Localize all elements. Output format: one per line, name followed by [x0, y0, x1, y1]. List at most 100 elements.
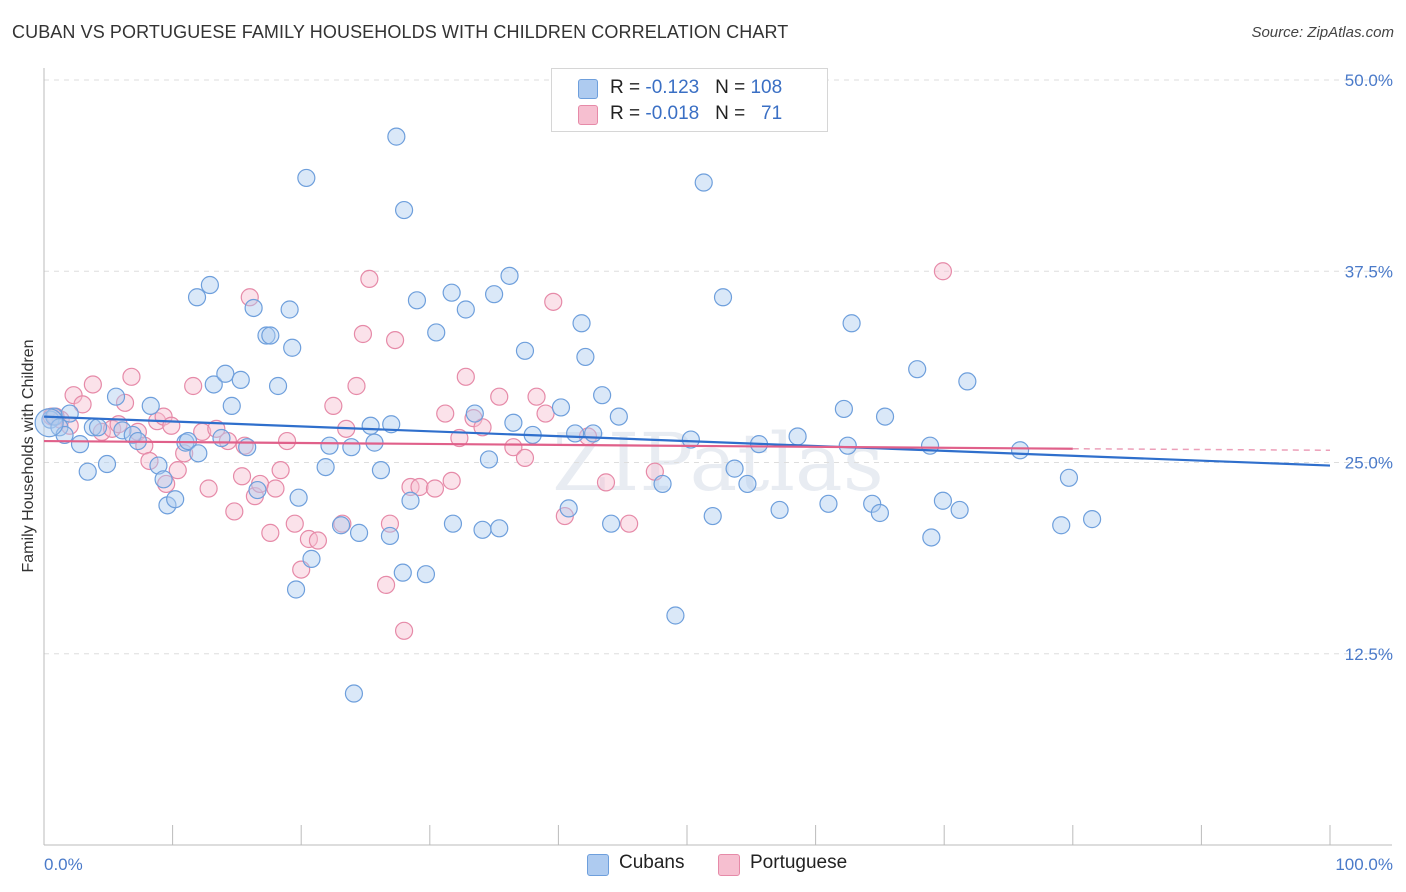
axes: [43, 68, 1392, 846]
cuban-point-23: [200, 275, 219, 295]
portuguese-point-54: [490, 387, 509, 406]
portuguese-point-38: [347, 376, 366, 396]
portuguese-point-23: [225, 502, 244, 521]
cuban-point-11: [113, 421, 132, 440]
portuguese-point-16: [168, 461, 187, 480]
portuguese-point-15: [162, 416, 181, 435]
portuguese-point-4: [83, 375, 102, 394]
portuguese-point-62: [596, 473, 616, 492]
portuguese-point-41: [376, 575, 396, 595]
cuban-point-98: [922, 528, 941, 547]
cuban-point-53: [393, 563, 412, 582]
portuguese-legend-label: Portuguese: [750, 852, 848, 873]
cuban-point-cluster: [34, 408, 64, 438]
cuban-point-5: [70, 435, 90, 454]
cuban-point-54: [401, 491, 420, 510]
cuban-point-8: [88, 418, 108, 437]
legend-row-cubans: R = -0.123 N = 108: [578, 75, 782, 101]
gridlines: [44, 79, 1392, 655]
cuban-point-44: [342, 438, 361, 457]
cuban-point-28: [231, 370, 250, 389]
portuguese-point-50: [450, 428, 469, 448]
cuban-point-78: [653, 474, 672, 494]
portuguese-point-51: [456, 367, 475, 386]
r-value: -0.123: [645, 77, 700, 98]
cuban-point-90: [834, 399, 853, 419]
cuban-point-10: [106, 387, 126, 406]
cuban-point-4: [60, 404, 79, 423]
cuban-point-51: [387, 127, 406, 146]
r-label: R =: [610, 77, 646, 98]
cuban-point-83: [713, 288, 733, 307]
cuban-point-35: [280, 300, 299, 319]
portuguese-point-48: [436, 404, 455, 423]
cuban-point-80: [681, 430, 700, 449]
cuban-point-66: [500, 266, 519, 285]
cuban-point-93: [863, 494, 882, 513]
cuban-point-77: [609, 407, 628, 426]
cuban-point-46: [349, 523, 369, 542]
cuban-point-32: [257, 326, 276, 345]
portuguese-point-44: [394, 621, 414, 640]
cuban-point-30: [244, 298, 263, 318]
r-label: R =: [610, 103, 646, 124]
portuguese-legend-swatch: [718, 854, 740, 876]
cuban-point-61: [465, 404, 484, 423]
portuguese-point-18: [184, 376, 203, 396]
portuguese-point-20: [199, 479, 218, 498]
cuban-point-95: [875, 407, 895, 426]
portuguese-point-47: [425, 479, 445, 498]
cuban-point-99: [933, 491, 953, 510]
portuguese-point-12: [140, 451, 159, 471]
n-label: N =: [715, 103, 751, 124]
cuban-point-74: [584, 424, 603, 443]
cuban-point-43: [331, 516, 351, 535]
portuguese-point-32: [285, 514, 304, 533]
cuban-point-9: [97, 454, 117, 474]
cuban-point-79: [666, 606, 685, 625]
cuban-points: [34, 127, 1102, 703]
cuban-point-24: [204, 375, 223, 394]
n-value: 71: [761, 103, 783, 124]
cubans-trend-line: [43, 415, 1331, 467]
portuguese-trend-extension: [1072, 447, 1331, 452]
cuban-point-88: [788, 427, 807, 446]
cuban-point-57: [427, 323, 446, 342]
cuban-point-62: [473, 520, 492, 539]
portuguese-point-28: [261, 523, 280, 542]
cuban-point-47: [361, 416, 380, 435]
portuguese-point-40: [360, 269, 379, 288]
cuban-point-85: [738, 474, 757, 494]
cuban-point-36: [286, 580, 306, 599]
cuban-point-41: [316, 457, 335, 477]
portuguese-point-21: [207, 419, 226, 438]
cuban-point-27: [222, 396, 241, 415]
cuban-point-15: [149, 456, 168, 475]
portuguese-point-24: [232, 467, 252, 486]
portuguese-point-8: [115, 393, 135, 412]
cuban-point-26: [212, 428, 231, 448]
cuban-point-104: [1059, 468, 1079, 487]
portuguese-point-56: [515, 448, 535, 468]
cuban-point-55: [407, 291, 427, 310]
portuguese-point-29: [266, 479, 285, 498]
cuban-point-70: [559, 499, 578, 518]
portuguese-point-3: [73, 395, 92, 414]
portuguese-point-25: [240, 288, 259, 307]
source-label: Source: ZipAtlas.com: [1251, 24, 1394, 41]
r-value: -0.018: [645, 103, 700, 124]
cuban-point-102: [1010, 441, 1030, 460]
cubans-legend-swatch: [587, 854, 609, 876]
cuban-point-100: [950, 500, 969, 520]
cuban-point-92: [842, 314, 861, 333]
cuban-point-63: [479, 450, 499, 469]
cuban-point-91: [838, 436, 857, 455]
n-label: N =: [715, 77, 751, 98]
portuguese-point-58: [536, 404, 555, 423]
cuban-point-101: [958, 372, 977, 391]
cuban-point-103: [1052, 516, 1071, 535]
portuguese-point-31: [277, 431, 297, 451]
y-tick-label-3: 50.0%: [1345, 71, 1393, 90]
y-tick-label-2: 37.5%: [1345, 262, 1393, 281]
